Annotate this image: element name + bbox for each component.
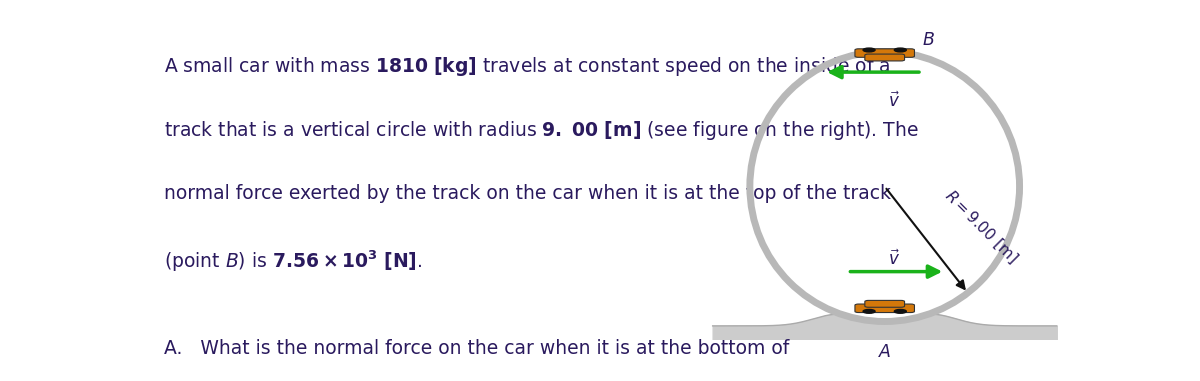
Text: $\vec{v}$: $\vec{v}$ <box>888 249 900 269</box>
FancyBboxPatch shape <box>865 300 905 307</box>
Text: A small car with mass $\mathbf{1810\ [kg]}$ travels at constant speed on the ins: A small car with mass $\mathbf{1810\ [kg… <box>164 54 890 77</box>
Text: $A$: $A$ <box>878 344 892 362</box>
Text: $\vec{v}$: $\vec{v}$ <box>888 91 900 111</box>
Text: normal force exerted by the track on the car when it is at the top of the track: normal force exerted by the track on the… <box>164 184 890 203</box>
Text: $B$: $B$ <box>922 30 935 49</box>
Circle shape <box>894 309 906 313</box>
Circle shape <box>863 309 875 313</box>
FancyBboxPatch shape <box>854 49 914 57</box>
Text: $R = 9.00\ \mathrm{[m]}$: $R = 9.00\ \mathrm{[m]}$ <box>941 187 1021 267</box>
Circle shape <box>863 48 875 52</box>
Circle shape <box>894 48 906 52</box>
FancyBboxPatch shape <box>865 54 905 61</box>
FancyBboxPatch shape <box>854 304 914 312</box>
Text: (point $B$) is $\mathbf{7.56 \times 10^3\ [N]}$.: (point $B$) is $\mathbf{7.56 \times 10^3… <box>164 248 422 274</box>
Text: A.   What is the normal force on the car when it is at the bottom of: A. What is the normal force on the car w… <box>164 338 790 357</box>
Text: track that is a vertical circle with radius $\mathbf{9.\ 00\ [m]}$ (see figure o: track that is a vertical circle with rad… <box>164 119 919 142</box>
